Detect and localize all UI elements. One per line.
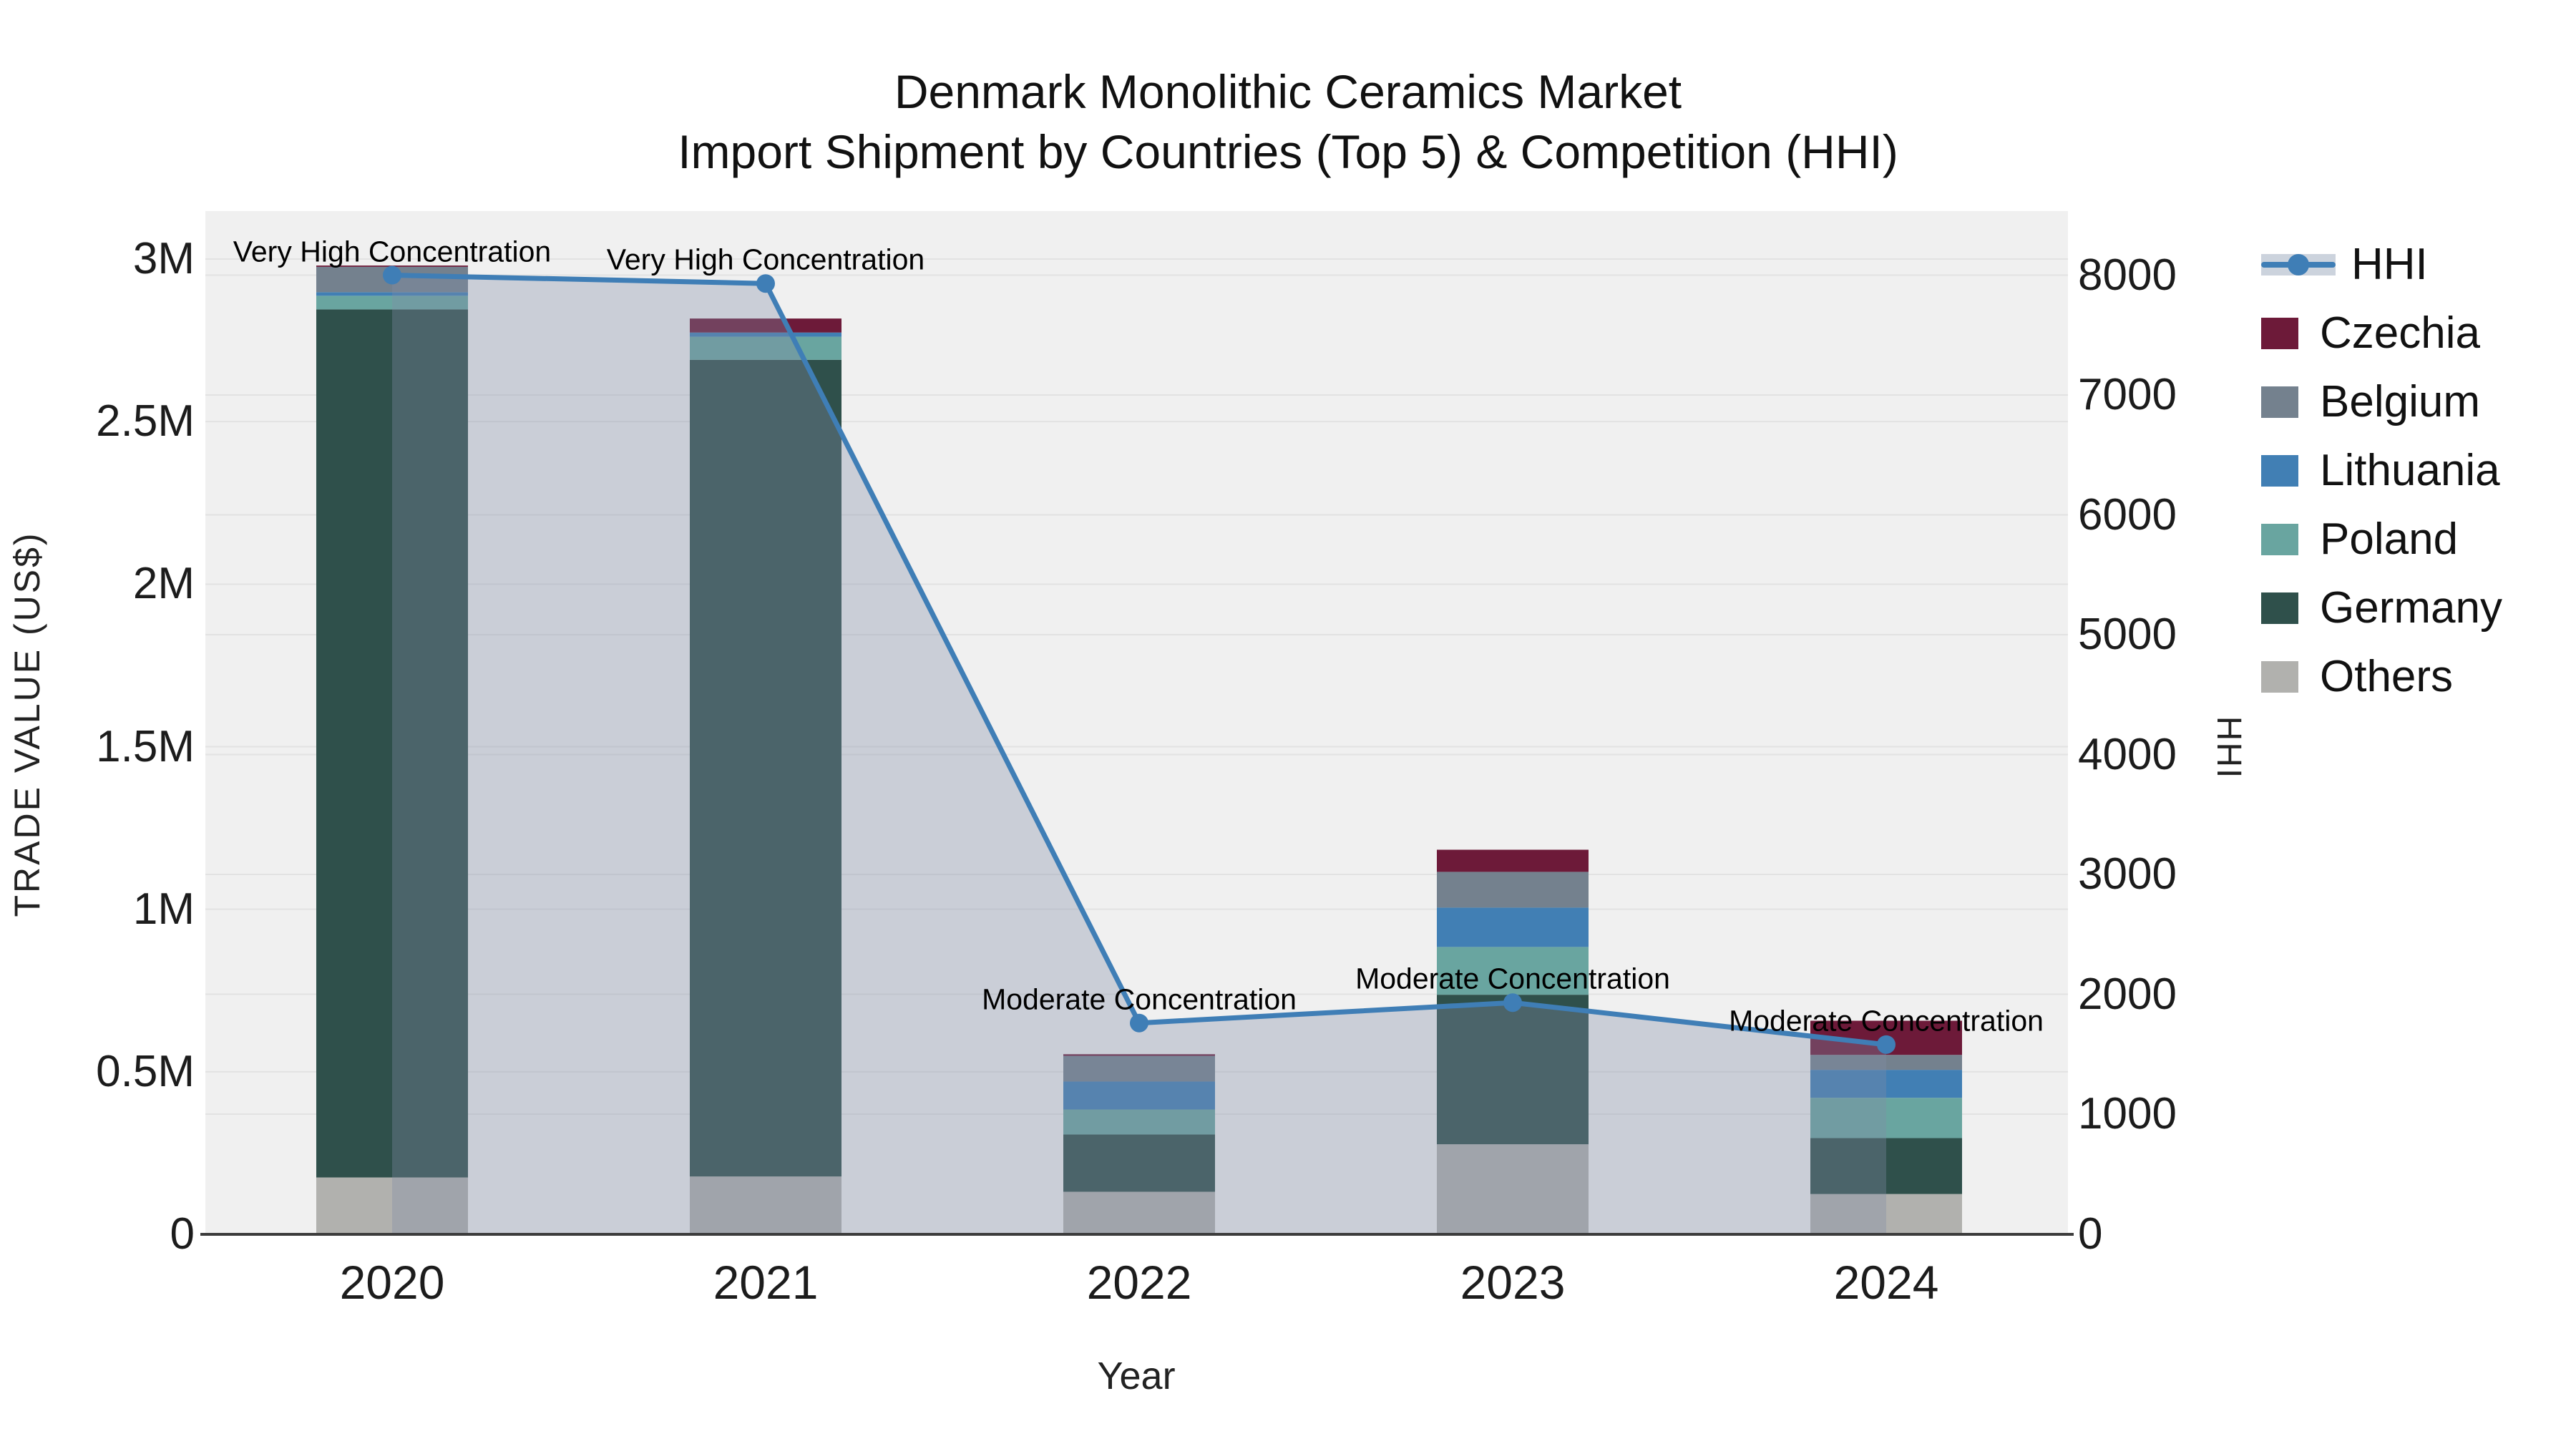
bar-segment-poland-2023[interactable] (1437, 947, 1589, 995)
bar-segment-belgium-2023[interactable] (1437, 872, 1589, 908)
chart-title-line1: Denmark Monolithic Ceramics Market (894, 65, 1682, 118)
bar-segment-others-2020[interactable] (316, 1177, 468, 1234)
y2-axis-tick-2000: 2000 (2078, 969, 2177, 1019)
bar-segment-germany-2022[interactable] (1063, 1134, 1215, 1192)
x-axis-tick-2020: 2020 (339, 1256, 445, 1309)
legend-item-others[interactable]: Others (2261, 652, 2502, 701)
hhi-marker-2024[interactable] (1877, 1035, 1896, 1054)
y2-axis-tick-4000: 4000 (2078, 729, 2177, 779)
legend-label: Poland (2320, 514, 2459, 564)
legend: HHI Czechia Belgium Lithuania Poland Germany O… (2261, 240, 2502, 701)
poland-swatch-icon (2261, 524, 2298, 555)
czechia-swatch-icon (2261, 318, 2298, 349)
bar-segment-lithuania-2024[interactable] (1810, 1070, 1962, 1098)
y2-axis-tick-8000: 8000 (2078, 250, 2177, 300)
others-swatch-icon (2261, 661, 2298, 693)
bar-segment-belgium-2022[interactable] (1063, 1055, 1215, 1082)
y-axis-tick-1.5M: 1.5M (96, 721, 195, 771)
bar-segment-czechia-2022[interactable] (1063, 1054, 1215, 1056)
y2-axis-tick-1000: 1000 (2078, 1089, 2177, 1138)
x-axis-tick-2023: 2023 (1460, 1256, 1566, 1309)
x-axis-tick-2022: 2022 (1086, 1256, 1192, 1309)
legend-item-lithuania[interactable]: Lithuania (2261, 446, 2502, 495)
bar-segment-germany-2020[interactable] (316, 309, 468, 1178)
hhi-line-legend-icon (2261, 244, 2336, 286)
bar-segment-others-2024[interactable] (1810, 1194, 1962, 1234)
bar-segment-czechia-2023[interactable] (1437, 849, 1589, 872)
legend-label: Czechia (2320, 308, 2480, 358)
y-axis-tick-1M: 1M (132, 884, 195, 934)
chart-title: Denmark Monolithic Ceramics Market Impor… (0, 62, 2576, 182)
legend-item-hhi[interactable]: HHI (2261, 240, 2502, 289)
y-axis-tick-0: 0 (170, 1209, 195, 1259)
bar-segment-lithuania-2020[interactable] (316, 292, 468, 296)
bar-segment-poland-2020[interactable] (316, 296, 468, 310)
x-axis-tick-2024: 2024 (1833, 1256, 1939, 1309)
hhi-marker-2020[interactable] (383, 265, 401, 285)
bar-segment-others-2023[interactable] (1437, 1144, 1589, 1234)
legend-label: Others (2320, 652, 2454, 701)
legend-item-germany[interactable]: Germany (2261, 583, 2502, 633)
y-axis-tick-3M: 3M (132, 234, 195, 283)
annotation-2023: Moderate Concentration (1355, 962, 1670, 995)
legend-label: Lithuania (2320, 446, 2500, 495)
legend-label: HHI (2351, 240, 2428, 289)
bar-segment-others-2021[interactable] (690, 1176, 841, 1234)
hhi-area-fill (392, 275, 1886, 1234)
lithuania-swatch-icon (2261, 455, 2298, 487)
bar-segment-poland-2022[interactable] (1063, 1109, 1215, 1135)
hhi-marker-2022[interactable] (1130, 1013, 1148, 1033)
hhi-marker-2023[interactable] (1503, 993, 1522, 1013)
bar-segment-czechia-2021[interactable] (690, 318, 841, 333)
y2-axis-tick-3000: 3000 (2078, 849, 2177, 899)
y-axis-tick-2.5M: 2.5M (96, 396, 195, 447)
y-axis-tick-0.5M: 0.5M (96, 1046, 195, 1096)
x-axis-title: Year (1097, 1355, 1176, 1397)
bar-segment-lithuania-2023[interactable] (1437, 907, 1589, 947)
bar-segment-belgium-2024[interactable] (1810, 1055, 1962, 1070)
hhi-marker-2021[interactable] (756, 274, 775, 293)
annotation-2024: Moderate Concentration (1729, 1004, 2044, 1038)
bar-segment-lithuania-2021[interactable] (690, 332, 841, 337)
y2-axis-tick-6000: 6000 (2078, 489, 2177, 540)
legend-label: Germany (2320, 583, 2502, 633)
belgium-swatch-icon (2261, 386, 2298, 418)
x-axis-tick-2021: 2021 (713, 1256, 819, 1309)
y2-axis-tick-5000: 5000 (2078, 610, 2177, 659)
annotation-2021: Very High Concentration (606, 243, 925, 276)
bar-segment-poland-2021[interactable] (690, 336, 841, 360)
legend-item-czechia[interactable]: Czechia (2261, 308, 2502, 358)
legend-item-belgium[interactable]: Belgium (2261, 377, 2502, 426)
bar-segment-germany-2024[interactable] (1810, 1138, 1962, 1194)
gridlines (205, 258, 2068, 1115)
annotation-2020: Very High Concentration (233, 235, 552, 268)
bar-segment-poland-2024[interactable] (1810, 1098, 1962, 1138)
bar-segment-germany-2021[interactable] (690, 359, 841, 1177)
chart-title-line2: Import Shipment by Countries (Top 5) & C… (678, 125, 1898, 178)
annotation-2022: Moderate Concentration (982, 982, 1297, 1016)
y-axis-tick-2M: 2M (132, 559, 195, 609)
bar-segment-germany-2023[interactable] (1437, 995, 1589, 1145)
y2-axis-tick-0: 0 (2078, 1209, 2103, 1259)
legend-item-poland[interactable]: Poland (2261, 514, 2502, 564)
y2-axis-tick-7000: 7000 (2078, 370, 2177, 419)
legend-label: Belgium (2320, 377, 2480, 426)
germany-swatch-icon (2261, 592, 2298, 624)
bar-segment-lithuania-2022[interactable] (1063, 1081, 1215, 1110)
bar-segment-others-2022[interactable] (1063, 1191, 1215, 1234)
